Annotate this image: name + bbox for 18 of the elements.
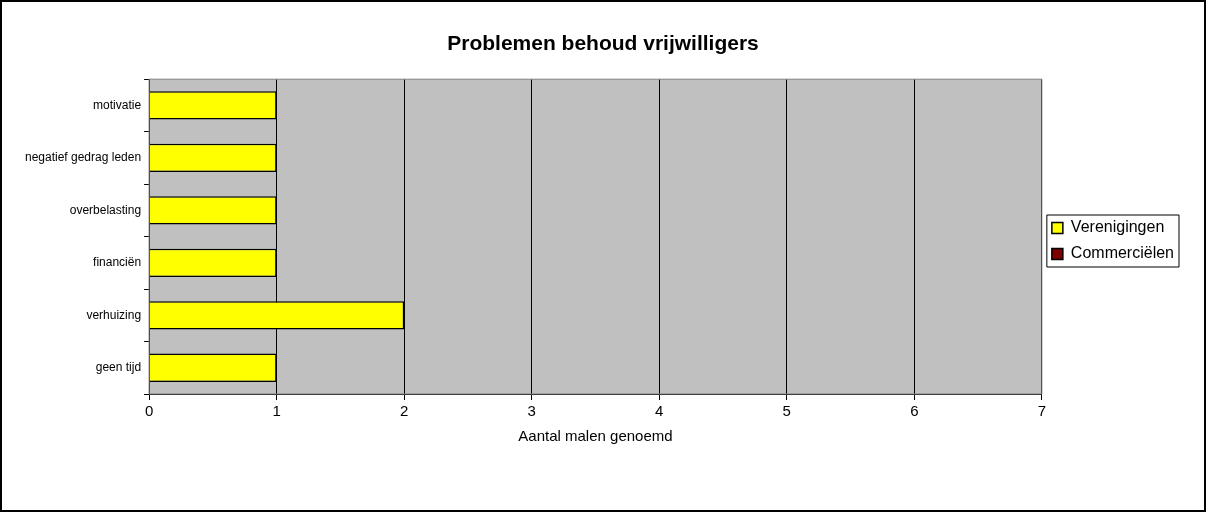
x-tick-label: 6	[910, 402, 919, 420]
x-tick-label: 4	[655, 402, 664, 420]
y-tick-label: verhuizing	[86, 307, 142, 322]
x-tick-label: 5	[782, 402, 791, 420]
chart-title: Problemen behoud vrijwilligers	[447, 31, 759, 55]
y-tick-label: negatief gedrag leden	[24, 150, 142, 165]
y-tick-label: financiën	[93, 255, 142, 270]
x-tick-label: 1	[272, 402, 281, 420]
x-tick-label: 7	[1037, 402, 1047, 420]
legend-label: Verenigingen	[1070, 218, 1165, 236]
x-axis-title: Aantal malen genoemd	[518, 427, 673, 445]
y-tick-label: overbelasting	[69, 202, 142, 217]
legend-label: Commerciëlen	[1070, 244, 1174, 262]
x-tick-label: 2	[400, 402, 409, 420]
x-tick-label: 3	[527, 402, 536, 420]
y-tick-label: motivatie	[93, 97, 142, 112]
x-tick-label: 0	[144, 402, 154, 420]
y-tick-label: geen tijd	[95, 360, 142, 375]
